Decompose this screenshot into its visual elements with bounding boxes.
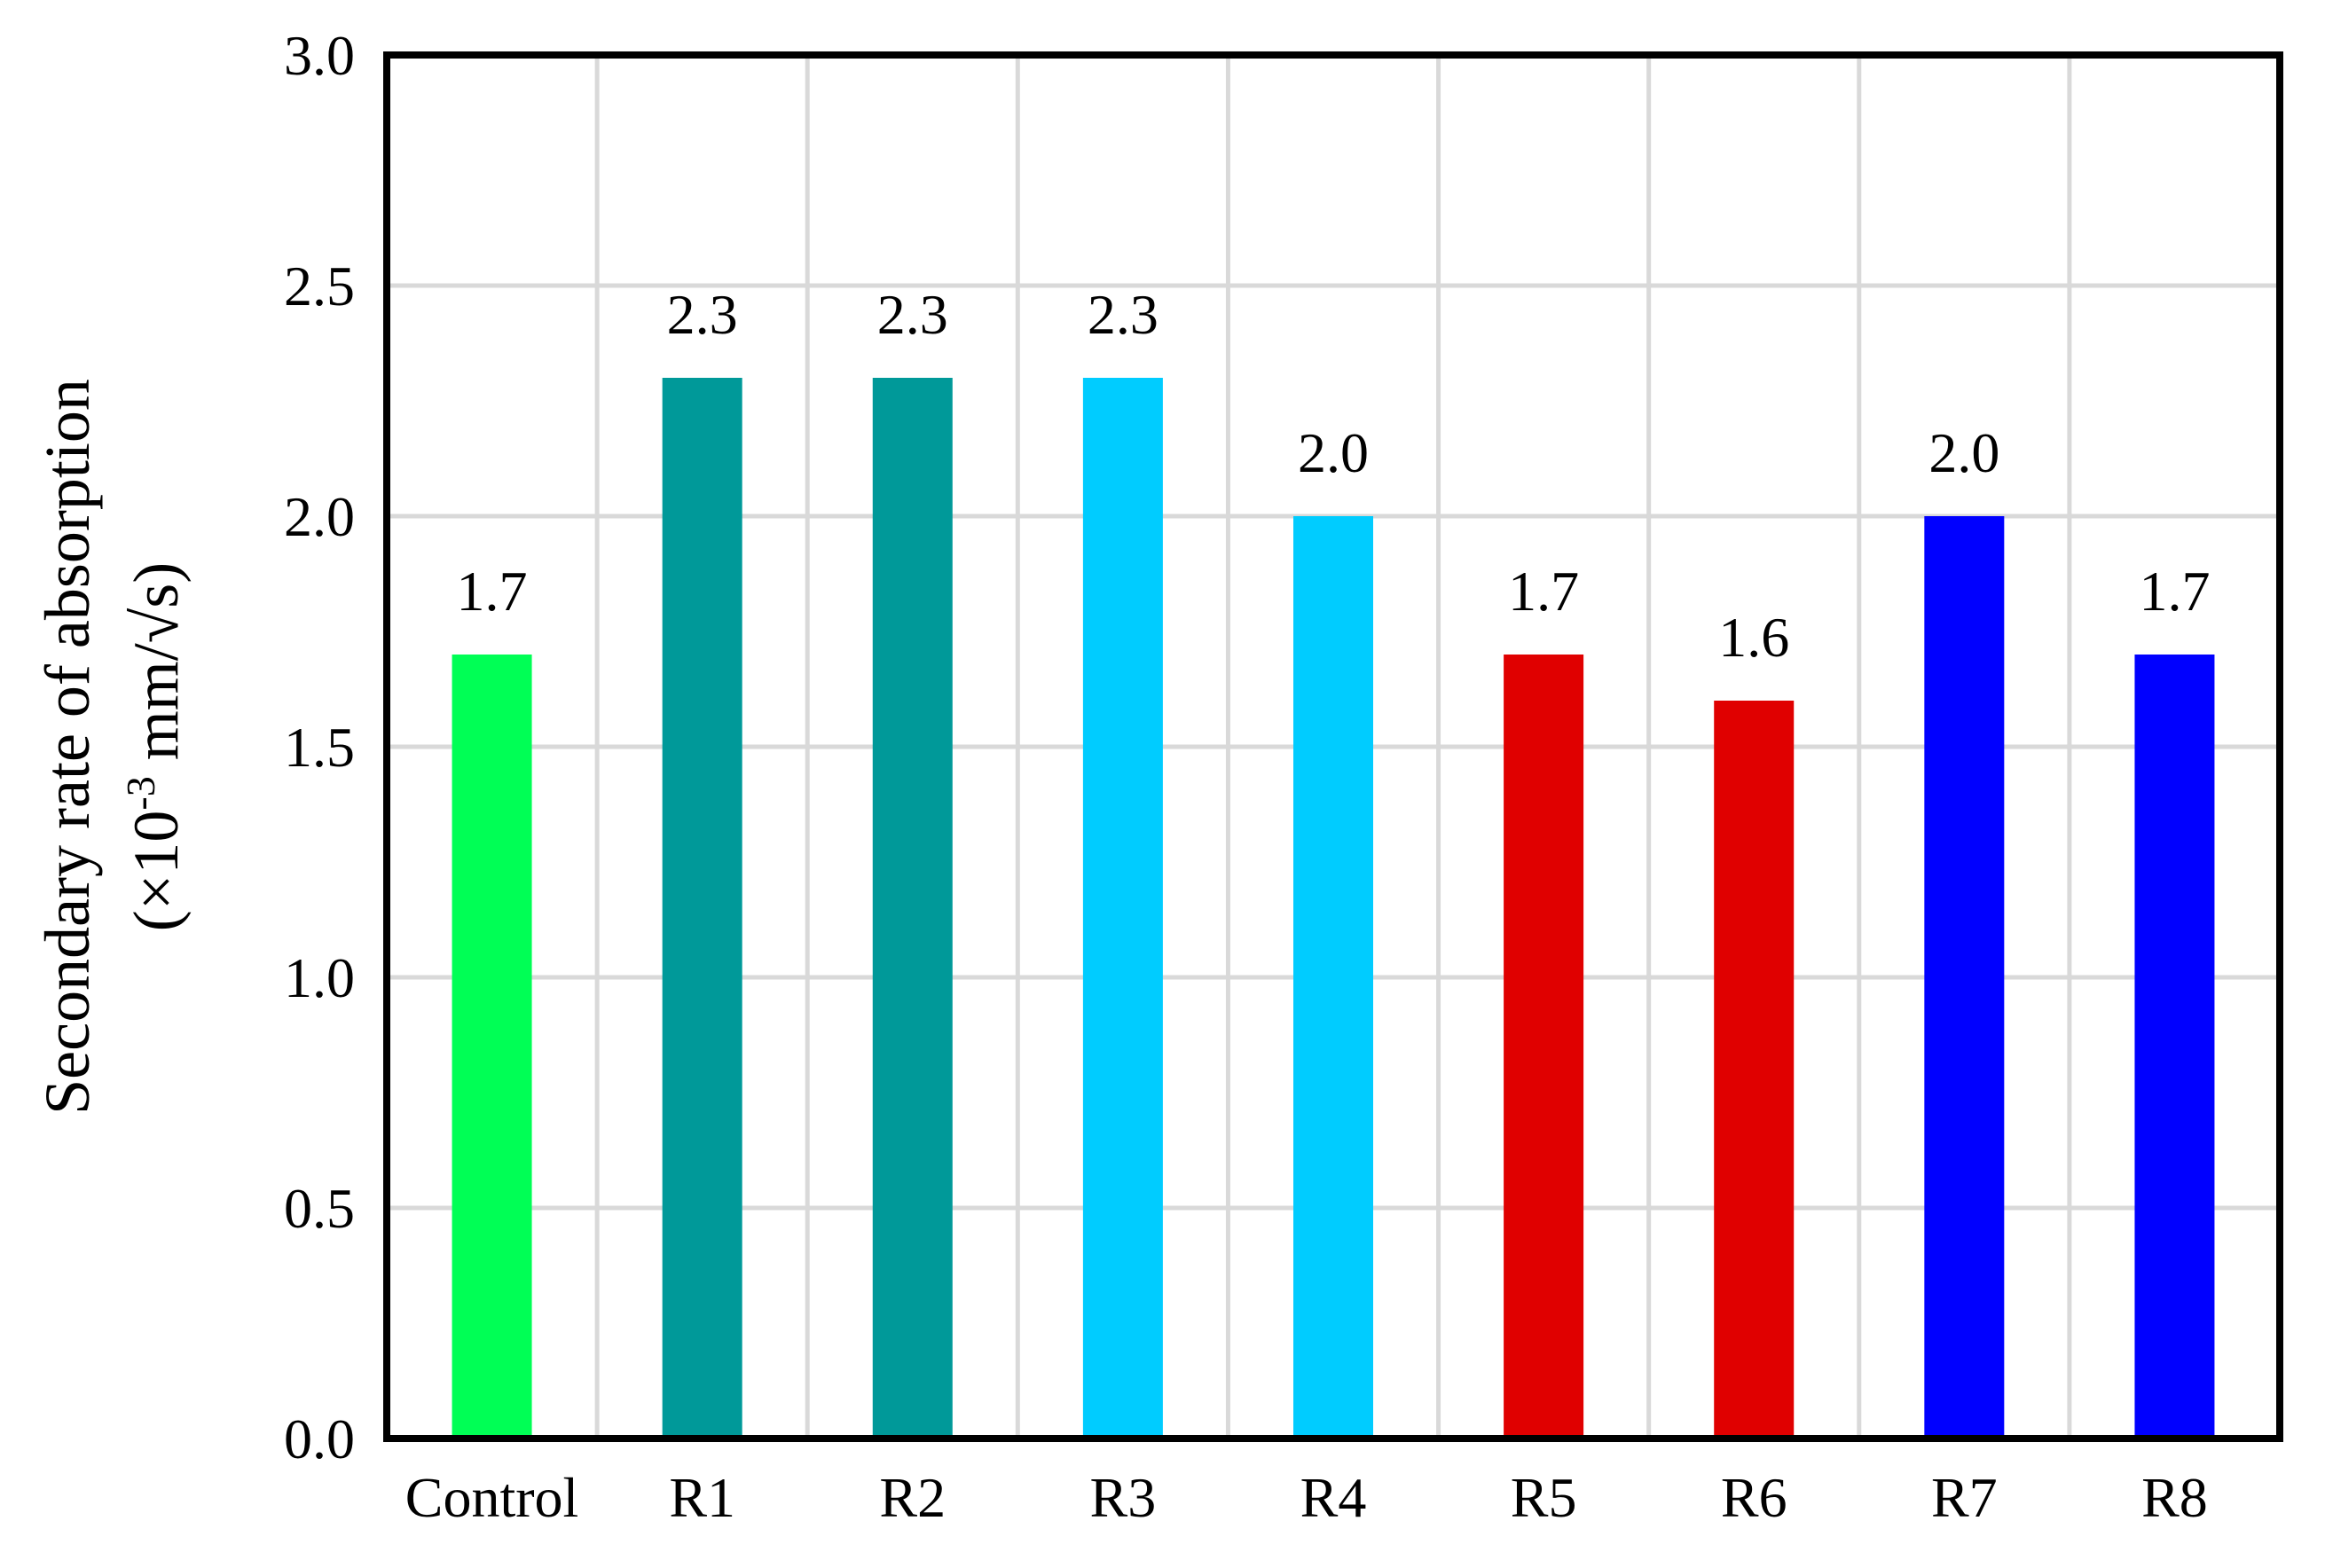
y-axis-title: Secondary rate of absorption xyxy=(32,379,103,1115)
data-label: 2.3 xyxy=(877,283,948,346)
bar-r5 xyxy=(1504,655,1584,1439)
y-tick-label: 1.0 xyxy=(284,946,355,1009)
bar-r8 xyxy=(2134,655,2215,1439)
bar-control xyxy=(452,655,532,1439)
data-label: 2.3 xyxy=(1088,283,1159,346)
y-tick-label: 3.0 xyxy=(284,24,355,87)
x-category-label: R3 xyxy=(1090,1466,1157,1529)
x-category-label: R8 xyxy=(2141,1466,2208,1529)
data-label: 1.7 xyxy=(2139,560,2210,623)
x-category-label: Control xyxy=(405,1466,579,1529)
bar-r7 xyxy=(1924,516,2005,1439)
data-label: 1.6 xyxy=(1718,606,1789,669)
data-labels: 1.7 2.3 2.3 2.3 2.0 1.7 1.6 2.0 1.7 xyxy=(457,283,2211,669)
y-tick-label: 0.5 xyxy=(284,1177,355,1240)
y-axis-units-suffix: mm/√s) xyxy=(121,562,192,777)
y-tick-label: 2.5 xyxy=(284,255,355,318)
y-axis-units-exponent: -3 xyxy=(118,776,163,810)
data-label: 2.0 xyxy=(1928,421,1999,484)
bar-r6 xyxy=(1714,701,1795,1439)
x-category-label: R1 xyxy=(669,1466,735,1529)
data-label: 2.3 xyxy=(667,283,738,346)
bar-r2 xyxy=(872,378,953,1439)
x-category-label: R4 xyxy=(1300,1466,1367,1529)
x-category-label: R6 xyxy=(1721,1466,1787,1529)
x-category-label: R7 xyxy=(1931,1466,1998,1529)
y-axis-ticks: 0.0 0.5 1.0 1.5 2.0 2.5 3.0 xyxy=(284,24,355,1470)
data-label: 2.0 xyxy=(1298,421,1369,484)
data-label: 1.7 xyxy=(457,560,528,623)
y-axis-units-prefix: (×10 xyxy=(121,811,192,932)
y-axis-title-units: (×10-3 mm/√s) xyxy=(118,562,192,931)
bar-r1 xyxy=(662,378,742,1439)
y-tick-label: 2.0 xyxy=(284,485,355,548)
x-axis-categories: Control R1 R2 R3 R4 R5 R6 R7 R8 xyxy=(405,1466,2208,1529)
y-tick-label: 1.5 xyxy=(284,716,355,779)
bar-r3 xyxy=(1082,378,1163,1439)
bar-r4 xyxy=(1293,516,1373,1439)
x-category-label: R2 xyxy=(879,1466,946,1529)
x-category-label: R5 xyxy=(1511,1466,1577,1529)
data-label: 1.7 xyxy=(1508,560,1579,623)
y-axis-title-line1: Secondary rate of absorption xyxy=(32,379,103,1115)
bars xyxy=(452,378,2215,1439)
y-tick-label: 0.0 xyxy=(284,1407,355,1470)
